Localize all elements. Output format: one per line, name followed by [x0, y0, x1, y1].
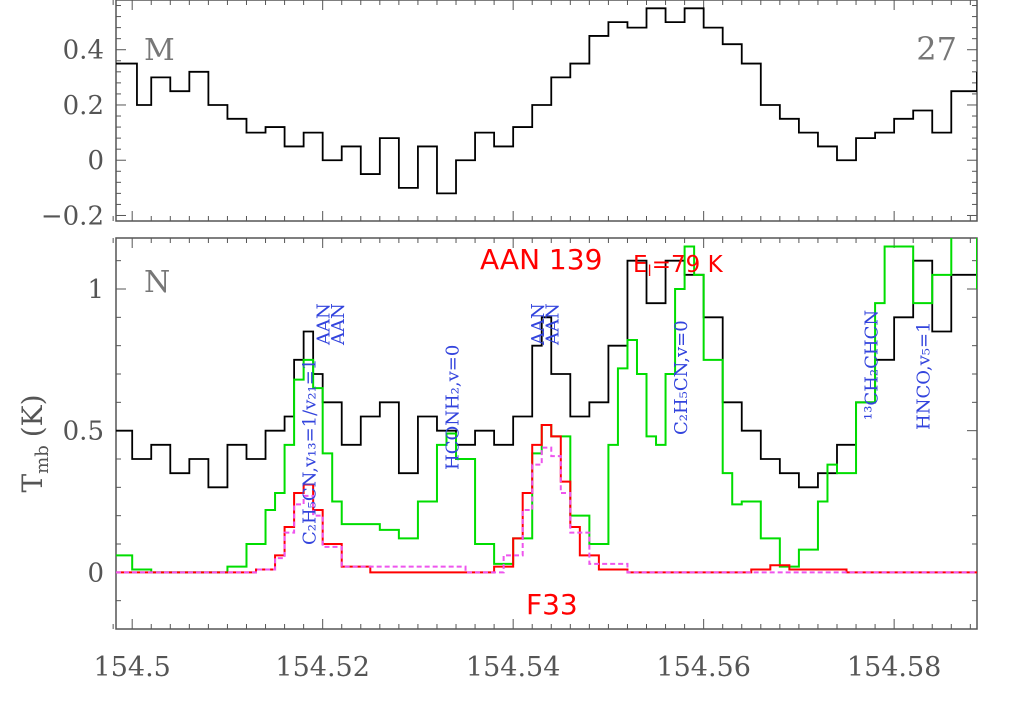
y-tick-label: −0.2 [41, 201, 104, 231]
line-label: HCONH₂,v=0 [442, 345, 463, 470]
x-tick-label: 154.5 [94, 652, 171, 683]
x-tick-label: 154.56 [656, 652, 750, 683]
line-label: AAN [542, 303, 563, 346]
series-line-1 [116, 238, 977, 574]
panel-label: M [144, 33, 175, 68]
series-line-0 [116, 7, 977, 195]
feature-label: F33 [526, 588, 578, 621]
energy-sub: l [648, 262, 652, 280]
y-tick-label: 0.2 [63, 91, 104, 121]
x-tick-label: 154.52 [275, 652, 369, 683]
y-tick-label: 1 [87, 275, 104, 305]
energy-label: El=79 K [633, 252, 724, 280]
series-line-3 [116, 446, 977, 574]
y-axis-label: Tmb(K) [16, 394, 53, 492]
plot-frame [115, 237, 978, 630]
line-label: C₂H₅CN,v₁₃=1/v₂₁=1 [299, 359, 320, 545]
line-label: AAN [314, 303, 335, 346]
y-tick-label: 0 [87, 146, 104, 176]
line-label: AAN [328, 303, 349, 346]
transition-title: AAN 139 [480, 243, 602, 276]
y-tick-label: 0 [87, 558, 104, 588]
y-tick-label: 0.4 [63, 36, 104, 66]
panel-m: −0.2 0 0.2 0.4 M 27 [41, 0, 978, 231]
panel-label: N [144, 265, 170, 300]
y-tick-label: 0.5 [63, 417, 104, 447]
y-axis-label-unit: (K) [16, 394, 49, 437]
series-line-0 [116, 259, 977, 489]
line-label: ¹³CH₂CHCN [861, 310, 882, 420]
panel-number: 27 [916, 30, 957, 68]
line-label: AAN [528, 303, 549, 346]
series-group [116, 238, 977, 574]
series-line-2 [116, 424, 977, 574]
x-tick-label: 154.58 [847, 652, 941, 683]
energy-value: =79 K [652, 252, 724, 278]
plot-frame [115, 0, 978, 222]
series-group [116, 7, 977, 195]
y-axis-label-sub: mb [32, 445, 53, 474]
panel-n: 0 0.5 1 154.5 154.52 154.54 154.56 154.58 N AAN 1… [16, 237, 978, 683]
x-tick-label: 154.54 [466, 652, 560, 683]
line-label: C₂H₅CN,v=0 [671, 320, 692, 435]
line-label: HNCO,v₅=1 [914, 321, 935, 430]
